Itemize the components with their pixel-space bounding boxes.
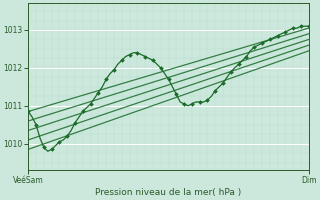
X-axis label: Pression niveau de la mer( hPa ): Pression niveau de la mer( hPa ): [95, 188, 242, 197]
